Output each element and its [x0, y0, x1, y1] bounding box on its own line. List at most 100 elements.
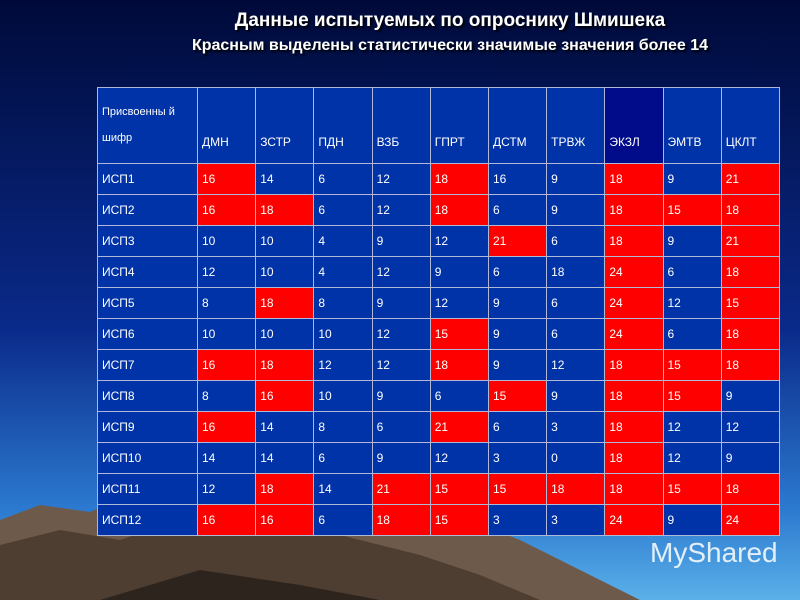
value-cell: 9: [487, 318, 548, 350]
value-cell: 21: [720, 163, 781, 195]
value-cell: 9: [371, 442, 431, 474]
data-row: ИСП12 16 16 6 18 15 3 3 24 9 24: [97, 504, 781, 536]
value-cell: 16: [196, 163, 257, 195]
row-code: ИСП6: [97, 318, 198, 350]
value-cell: 12: [371, 256, 431, 288]
value-cell: 18: [604, 163, 664, 195]
data-row: ИСП11 12 18 14 21 15 15 18 18 15 18: [97, 473, 781, 505]
value-cell: 6: [546, 318, 606, 350]
value-cell: 6: [313, 163, 373, 195]
value-cell: 6: [662, 318, 722, 350]
value-cell: 15: [429, 318, 489, 350]
value-cell: 3: [487, 504, 548, 536]
value-cell: 12: [429, 287, 489, 319]
value-cell: 18: [720, 318, 781, 350]
data-row: ИСП10 14 14 6 9 12 3 0 18 12 9: [97, 442, 781, 474]
value-cell: 12: [662, 442, 722, 474]
value-cell: 6: [371, 411, 431, 443]
value-cell: 16: [196, 411, 257, 443]
value-cell: 16: [196, 504, 257, 536]
value-cell: 9: [662, 163, 722, 195]
value-cell: 8: [313, 287, 373, 319]
value-cell: 6: [662, 256, 722, 288]
value-cell: 14: [255, 163, 315, 195]
value-cell: 3: [546, 411, 606, 443]
row-code: ИСП11: [97, 473, 198, 505]
value-cell: 15: [662, 473, 722, 505]
value-cell: 15: [662, 380, 722, 412]
value-cell: 18: [255, 349, 315, 381]
value-cell: 12: [429, 442, 489, 474]
value-cell: 15: [720, 287, 781, 319]
column-header: ПДН: [313, 87, 373, 164]
value-cell: 6: [487, 194, 548, 226]
value-cell: 18: [720, 256, 781, 288]
value-cell: 9: [487, 287, 548, 319]
value-cell: 21: [720, 225, 781, 257]
value-cell: 12: [371, 194, 431, 226]
value-cell: 9: [546, 163, 606, 195]
value-cell: 12: [371, 163, 431, 195]
value-cell: 3: [487, 442, 548, 474]
column-header: ЦКЛТ: [720, 87, 781, 164]
value-cell: 21: [371, 473, 431, 505]
value-cell: 12: [662, 411, 722, 443]
column-header: ТРВЖ: [546, 87, 606, 164]
value-cell: 16: [196, 349, 257, 381]
value-cell: 24: [720, 504, 781, 536]
value-cell: 9: [371, 225, 431, 257]
value-cell: 15: [662, 194, 722, 226]
data-row: ИСП3 10 10 4 9 12 21 6 18 9 21: [97, 225, 781, 257]
value-cell: 12: [720, 411, 781, 443]
column-header: ДСТМ: [487, 87, 548, 164]
value-cell: 6: [487, 411, 548, 443]
value-cell: 14: [255, 442, 315, 474]
value-cell: 9: [662, 225, 722, 257]
value-cell: 18: [546, 473, 606, 505]
value-cell: 9: [546, 194, 606, 226]
value-cell: 18: [429, 194, 489, 226]
value-cell: 18: [604, 380, 664, 412]
value-cell: 0: [546, 442, 606, 474]
value-cell: 18: [371, 504, 431, 536]
value-cell: 12: [196, 256, 257, 288]
data-row: ИСП9 16 14 8 6 21 6 3 18 12 12: [97, 411, 781, 443]
value-cell: 21: [487, 225, 548, 257]
value-cell: 6: [313, 504, 373, 536]
title: Данные испытуемых по опроснику Шмишека: [234, 10, 666, 31]
corner-cell: Присвоенны й шифр: [97, 87, 198, 164]
value-cell: 18: [429, 163, 489, 195]
value-cell: 10: [255, 225, 315, 257]
row-code: ИСП3: [97, 225, 198, 257]
value-cell: 18: [255, 287, 315, 319]
value-cell: 18: [720, 194, 781, 226]
value-cell: 4: [313, 256, 373, 288]
value-cell: 8: [313, 411, 373, 443]
value-cell: 12: [196, 473, 257, 505]
watermark: MyShared: [650, 537, 778, 568]
value-cell: 18: [604, 349, 664, 381]
value-cell: 10: [313, 380, 373, 412]
column-header: ГПРТ: [429, 87, 489, 164]
value-cell: 4: [313, 225, 373, 257]
row-code: ИСП8: [97, 380, 198, 412]
row-code: ИСП2: [97, 194, 198, 226]
value-cell: 8: [196, 287, 257, 319]
subtitle: Красным выделены статистически значимые …: [191, 37, 709, 54]
value-cell: 9: [487, 349, 548, 381]
value-cell: 24: [604, 504, 664, 536]
value-cell: 6: [429, 380, 489, 412]
column-header: ЗСТР: [255, 87, 315, 164]
value-cell: 15: [429, 504, 489, 536]
value-cell: 18: [720, 473, 781, 505]
data-row: ИСП5 8 18 8 9 12 9 6 24 12 15: [97, 287, 781, 319]
value-cell: 9: [662, 504, 722, 536]
data-row: ИСП7 16 18 12 12 18 9 12 18 15 18: [97, 349, 781, 381]
value-cell: 12: [313, 349, 373, 381]
value-cell: 9: [371, 380, 431, 412]
value-cell: 14: [313, 473, 373, 505]
data-row: ИСП2 16 18 6 12 18 6 9 18 15 18: [97, 194, 781, 226]
value-cell: 3: [546, 504, 606, 536]
value-cell: 24: [604, 318, 664, 350]
